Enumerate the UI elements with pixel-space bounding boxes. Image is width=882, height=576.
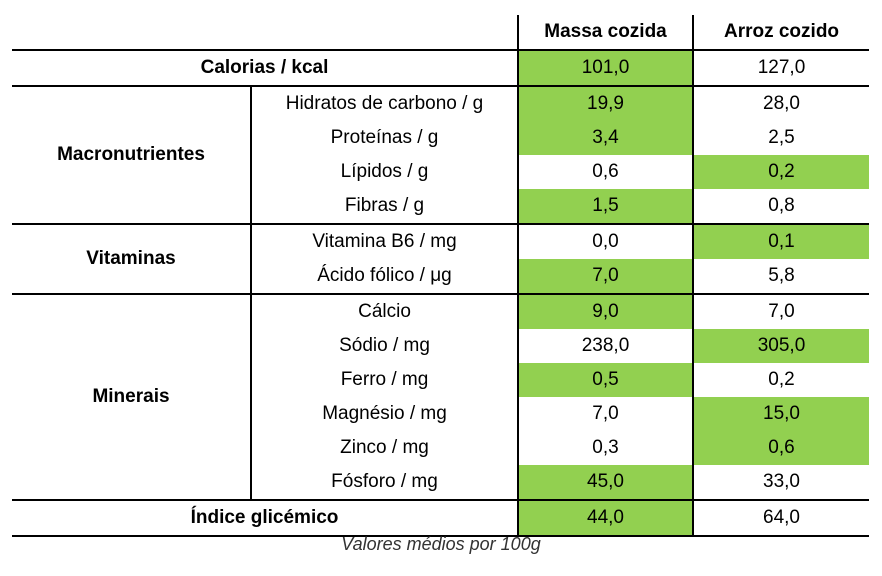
- row-label: Zinco / mg: [251, 431, 519, 465]
- row-label: Cálcio: [251, 294, 519, 329]
- row-fosforo: Fósforo / mg 45,0 33,0: [12, 465, 869, 501]
- header-arroz-cozido: Arroz cozido: [693, 15, 869, 51]
- group-label-minerais: Minerais: [12, 294, 252, 501]
- value-arroz: 0,6: [693, 431, 869, 465]
- row-label: Proteínas / g: [251, 121, 519, 155]
- row-label: Ferro / mg: [251, 363, 519, 397]
- group-label-vitaminas: Vitaminas: [12, 224, 252, 295]
- row-zinco: Zinco / mg 0,3 0,6: [12, 431, 869, 465]
- value-massa: 0,0: [518, 224, 694, 259]
- row-indice-glicemico: Índice glicémico 44,0 64,0: [12, 500, 869, 537]
- row-sodio: Sódio / mg 238,0 305,0: [12, 329, 869, 363]
- row-label: Hidratos de carbono / g: [251, 86, 519, 121]
- row-vitamina-b6: Vitaminas Vitamina B6 / mg 0,0 0,1: [12, 224, 869, 295]
- value-massa: 19,9: [518, 86, 694, 121]
- group-label-macronutrientes: Macronutrientes: [12, 86, 252, 225]
- row-ferro: Ferro / mg 0,5 0,2: [12, 363, 869, 397]
- row-label: Calorias / kcal: [12, 50, 519, 87]
- row-label: Índice glicémico: [12, 500, 519, 537]
- row-magnesio: Magnésio / mg 7,0 15,0: [12, 397, 869, 431]
- row-label: Fibras / g: [251, 189, 519, 225]
- row-label: Sódio / mg: [251, 329, 519, 363]
- empty-header-cell: [12, 15, 251, 51]
- value-arroz: 0,2: [768, 369, 795, 390]
- value-arroz: 0,1: [693, 224, 869, 259]
- value-massa: 7,0: [518, 397, 694, 431]
- nutrition-table: Massa cozida Arroz cozido Calorias / kca…: [12, 15, 869, 537]
- row-label: Vitamina B6 / mg: [251, 224, 519, 259]
- table-caption: Valores médios por 100g: [341, 534, 541, 554]
- row-lipidos: Lípidos / g 0,6 0,2: [12, 155, 869, 189]
- value-arroz: 305,0: [693, 329, 869, 363]
- row-label: Ácido fólico / μg: [251, 259, 519, 295]
- value-arroz: 0,2: [693, 155, 869, 189]
- value-massa: 9,0: [518, 294, 694, 329]
- row-calcio: Minerais Cálcio 9,0 7,0: [12, 294, 869, 501]
- row-fibras: Fibras / g 1,5 0,8: [12, 189, 869, 225]
- value-arroz: 64,0: [693, 500, 869, 537]
- value-massa: 0,3: [518, 431, 694, 465]
- empty-header-cell: [251, 15, 519, 51]
- row-hidratos: Macronutrientes Hidratos de carbono / g …: [12, 86, 869, 225]
- value-arroz: 5,8: [693, 259, 869, 295]
- value-arroz: 28,0: [763, 93, 800, 114]
- value-massa: 45,0: [518, 465, 694, 501]
- value-massa: 3,4: [518, 121, 694, 155]
- value-massa: 101,0: [518, 50, 694, 87]
- row-label: Lípidos / g: [251, 155, 519, 189]
- value-massa: 1,5: [518, 189, 694, 225]
- value-arroz: 33,0: [693, 465, 869, 501]
- value-massa: 238,0: [518, 329, 694, 363]
- header-row: Massa cozida Arroz cozido: [12, 15, 869, 51]
- row-calorias: Calorias / kcal 101,0 127,0: [12, 50, 869, 87]
- value-massa: 0,5: [518, 363, 694, 397]
- row-label: Magnésio / mg: [251, 397, 519, 431]
- row-acido-folico: Ácido fólico / μg 7,0 5,8: [12, 259, 869, 295]
- value-massa: 44,0: [518, 500, 694, 537]
- value-massa: 0,6: [518, 155, 694, 189]
- row-proteinas: Proteínas / g 3,4 2,5: [12, 121, 869, 155]
- value-arroz: 2,5: [768, 127, 795, 148]
- value-arroz: 7,0: [768, 301, 795, 322]
- header-massa-cozida: Massa cozida: [518, 15, 694, 51]
- value-massa: 7,0: [518, 259, 694, 295]
- value-arroz: 15,0: [693, 397, 869, 431]
- value-arroz: 127,0: [693, 50, 869, 87]
- value-arroz: 0,8: [693, 189, 869, 225]
- row-label: Fósforo / mg: [251, 465, 519, 501]
